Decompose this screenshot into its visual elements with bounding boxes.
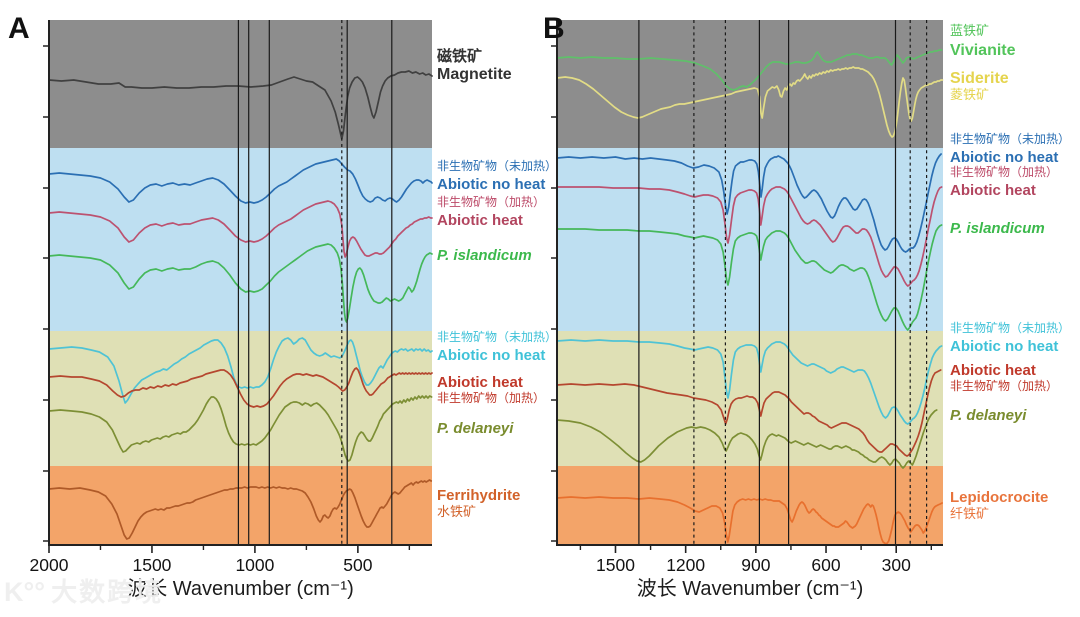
x-tick-label: 900: [741, 555, 770, 575]
spectrum-lepidocrocite: [556, 496, 943, 545]
spectrum-a-abiotic-heat-2: [48, 367, 433, 408]
watermark-logo-icon: K°°: [4, 577, 46, 607]
series-label: P. islandicum: [437, 247, 532, 264]
series-label: 非生物矿物（加热）: [950, 165, 1059, 179]
x-tick-label: 300: [882, 555, 911, 575]
series-label: 非生物矿物（未加热）: [950, 132, 1071, 146]
spectrum-a-abiotic-heat: [48, 200, 433, 258]
watermark: K°° 大数跨境: [4, 572, 163, 609]
series-label: 非生物矿物（加热）: [437, 195, 546, 209]
spectrum-b-abiotic-no-heat: [556, 153, 942, 253]
series-label: Abiotic heat: [437, 374, 523, 391]
series-label: 非生物矿物（加热）: [437, 391, 546, 405]
series-label: 蓝铁矿: [950, 23, 990, 38]
series-label: Abiotic heat: [950, 182, 1036, 199]
x-tick-label: 1200: [666, 555, 705, 575]
series-label: Abiotic no heat: [950, 338, 1059, 355]
series-label: P. islandicum: [950, 220, 1045, 237]
series-label: Abiotic no heat: [437, 176, 546, 193]
series-label: Magnetite: [437, 66, 512, 83]
series-label: 非生物矿物（未加热）: [437, 159, 558, 173]
series-label: 纤铁矿: [950, 506, 990, 521]
series-label: 磁铁矿: [437, 48, 483, 65]
x-tick-label: 1500: [132, 555, 171, 575]
band-ferrihydrite-orange: [49, 466, 432, 545]
spectrum-b-abiotic-no-heat-2: [556, 339, 943, 425]
series-label: Abiotic heat: [437, 212, 523, 229]
x-tick-label: 1000: [235, 555, 274, 575]
x-tick-label: 1500: [596, 555, 635, 575]
series-label: 非生物矿物（加热）: [950, 379, 1059, 393]
band-lepidocrocite-orange: [557, 466, 943, 545]
panel-b-letter: B: [543, 12, 565, 45]
band-delaneyi-tan: [49, 331, 432, 466]
spectrum-b-abiotic-heat-2: [556, 369, 942, 457]
series-label: P. delaneyi: [950, 407, 1027, 424]
spectrum-a-p-delaneyi: [48, 395, 433, 462]
series-label: Abiotic heat: [950, 362, 1036, 379]
x-tick-label: 2000: [30, 555, 69, 575]
series-label: Abiotic no heat: [437, 347, 546, 364]
series-label: Abiotic no heat: [950, 149, 1059, 166]
series-label: Siderite: [950, 70, 1009, 87]
series-label: 水铁矿: [437, 504, 477, 519]
x-axis-title-b: 波长 Wavenumber (cm⁻¹): [636, 578, 864, 600]
spectrum-siderite: [556, 66, 944, 138]
x-tick-label: 500: [343, 555, 372, 575]
series-label: Vivianite: [950, 42, 1016, 59]
band-islandicum-blue: [557, 148, 943, 331]
series-label: 非生物矿物（未加热）: [950, 321, 1071, 335]
panel-a-letter: A: [8, 12, 30, 45]
series-label: 非生物矿物（未加热）: [437, 330, 558, 344]
series-label: Ferrihydrite: [437, 487, 521, 504]
spectrum-b-abiotic-heat: [556, 186, 943, 287]
watermark-brand: 大数跨境: [51, 577, 164, 607]
band-delaneyi-tan: [557, 331, 943, 466]
spectrum-a-abiotic-no-heat-2: [48, 337, 433, 404]
x-axis-title-a: 波长 Wavenumber (cm⁻¹): [127, 578, 354, 600]
spectrum-a-p-islandicum: [48, 243, 433, 323]
series-label: 菱铁矿: [950, 87, 990, 102]
x-tick-label: 600: [811, 555, 840, 575]
series-label: P. delaneyi: [437, 420, 514, 437]
series-label: Lepidocrocite: [950, 489, 1049, 506]
spectrum-a-abiotic-no-heat: [48, 158, 433, 204]
